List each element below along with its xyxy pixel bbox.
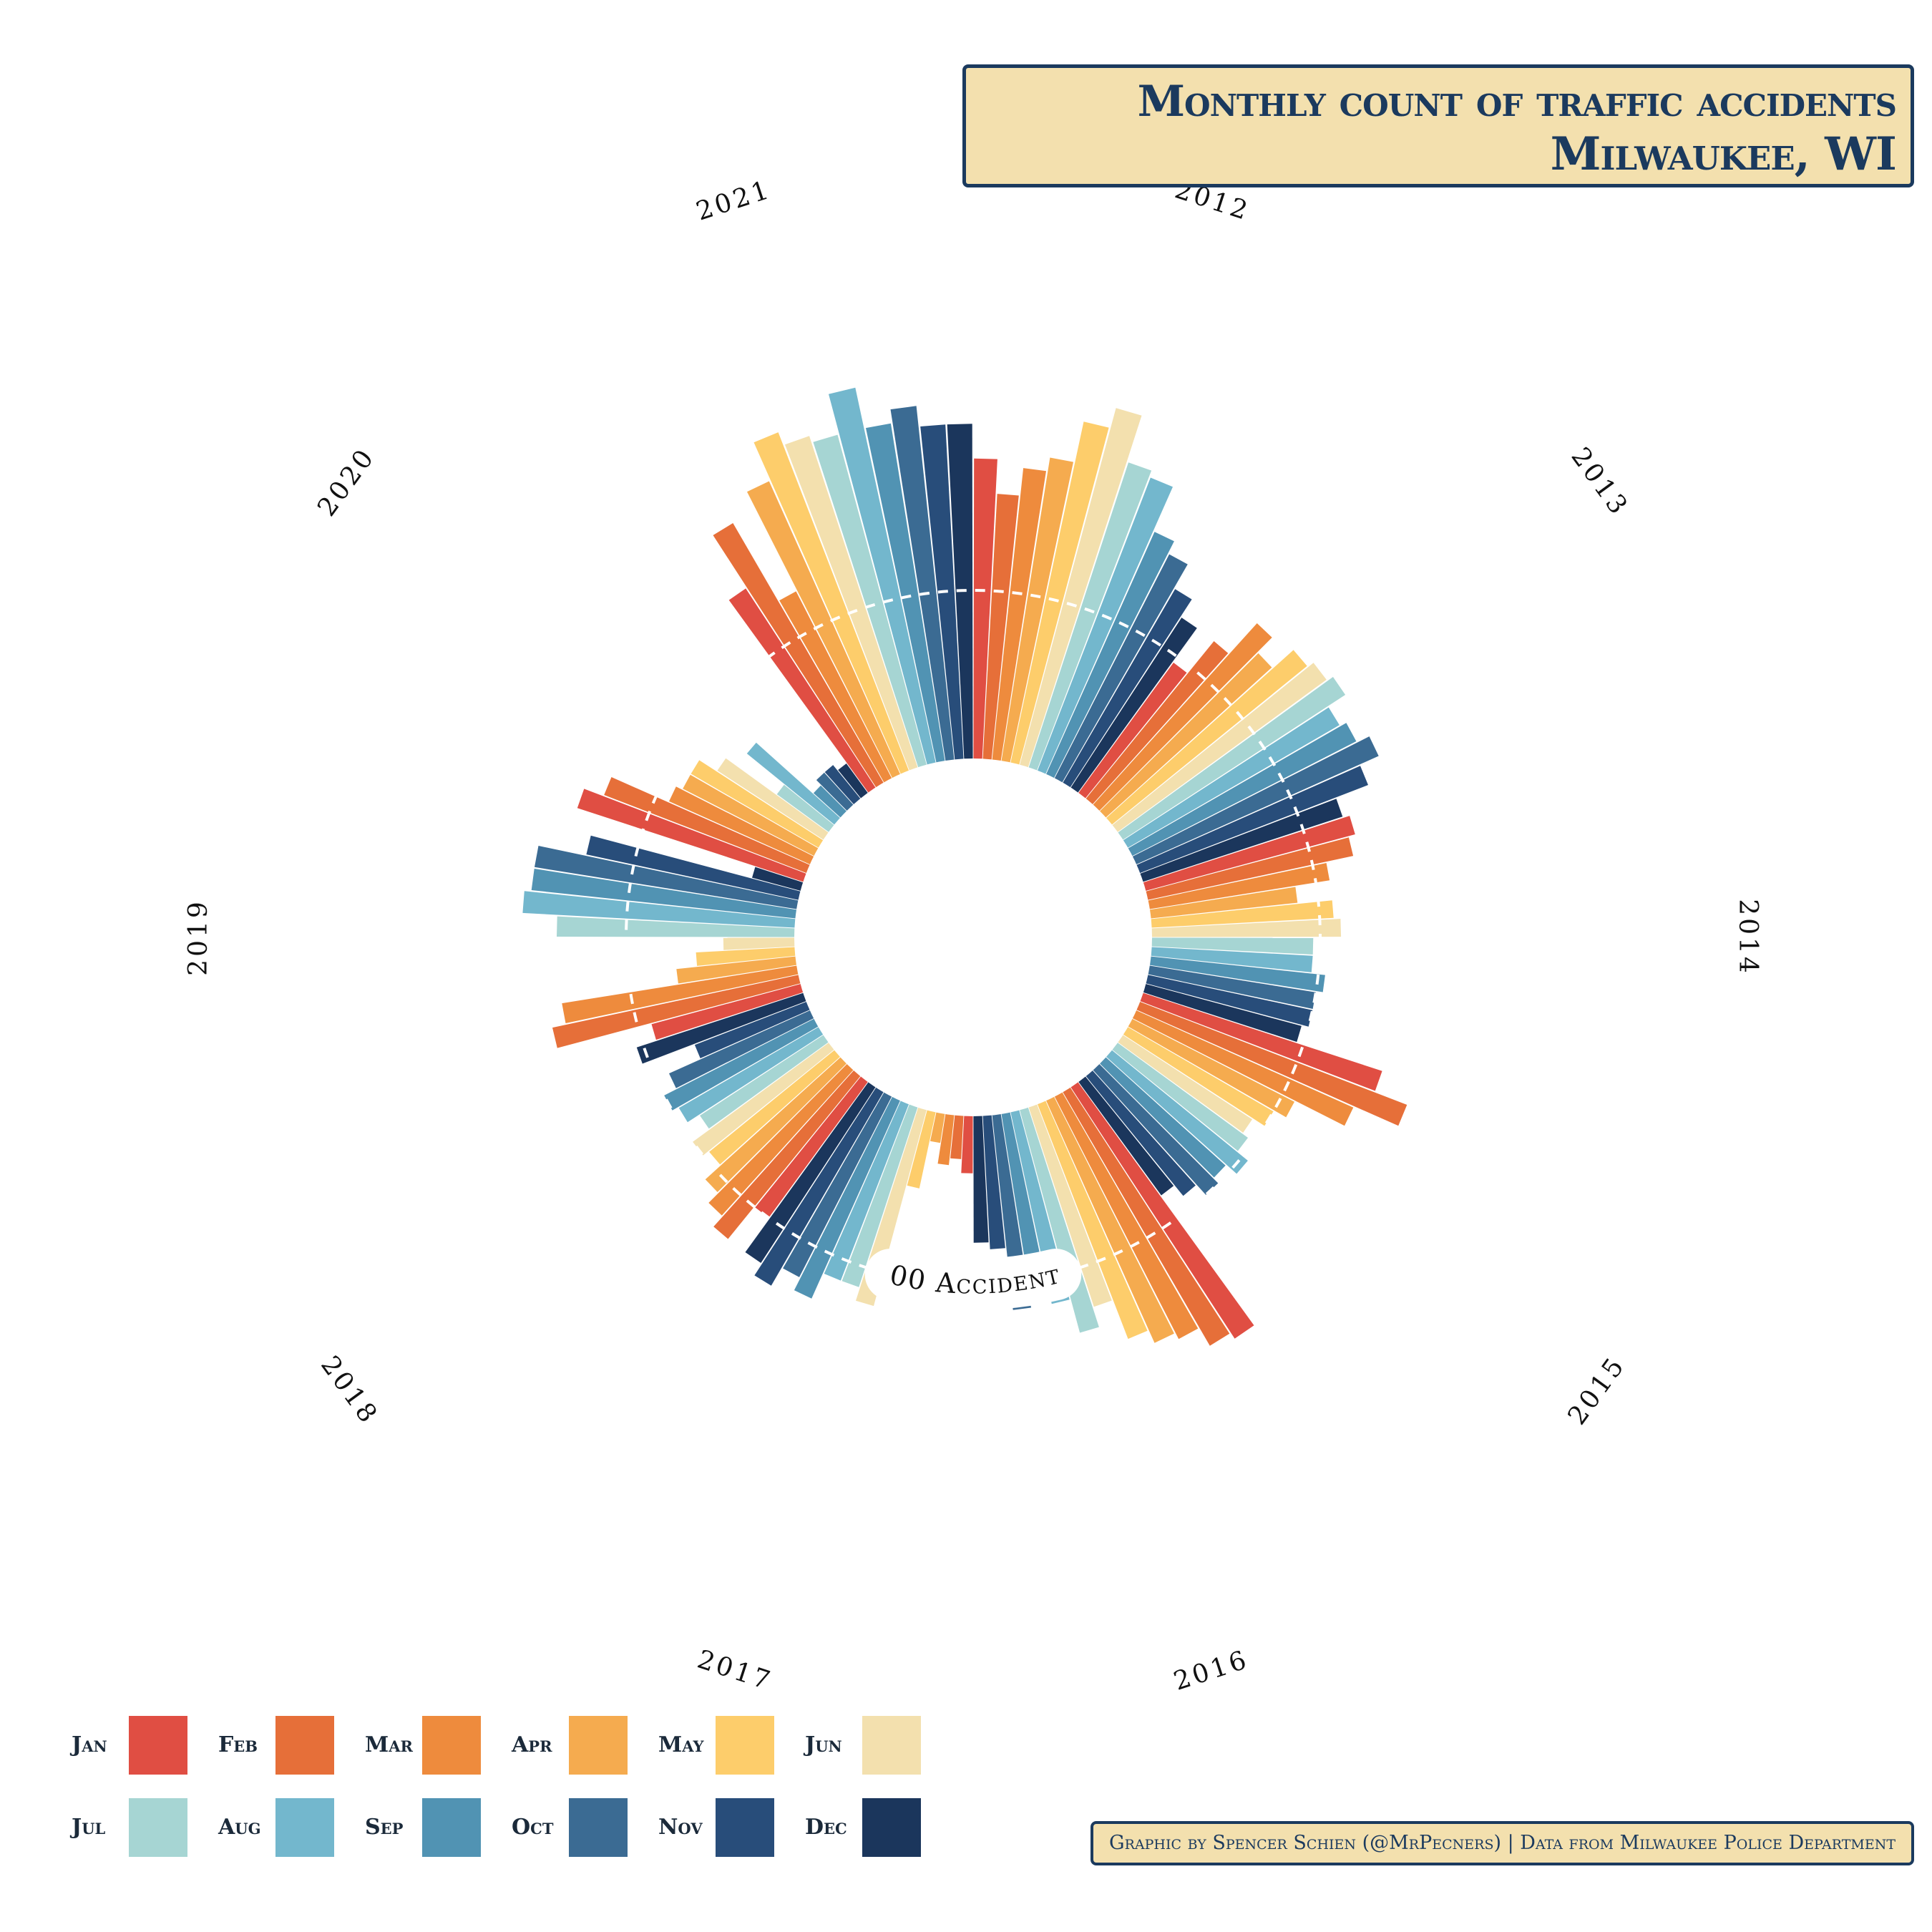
inner-hole [794, 758, 1152, 1116]
legend-swatch-mar [422, 1716, 481, 1775]
legend-swatch-aug [275, 1798, 334, 1857]
legend-swatch-oct [569, 1798, 628, 1857]
legend-label-sep: Sep [365, 1815, 404, 1840]
legend-label-dec: Dec [805, 1815, 847, 1840]
year-label-2013: 2013 [1566, 442, 1634, 522]
year-label-2014: 2014 [1733, 899, 1762, 976]
legend-label-jul: Jul [72, 1815, 106, 1840]
chart-title: Monthly count of traffic accidents [1137, 77, 1897, 127]
legend-label-feb: Feb [218, 1732, 258, 1757]
legend-label-may: May [658, 1732, 704, 1757]
credit-text: Graphic by Spencer Schien (@MrPecners) |… [1109, 1832, 1896, 1854]
legend-label-nov: Nov [658, 1815, 703, 1840]
year-label-2017: 2017 [694, 1645, 776, 1697]
legend-swatch-nov [716, 1798, 774, 1857]
chart-subtitle: Milwaukee, WI [1550, 127, 1897, 181]
legend-label-apr: Apr [512, 1732, 552, 1757]
year-label-2015: 2015 [1562, 1351, 1631, 1430]
reference-label-background [864, 1249, 1082, 1310]
legend-label-aug: Aug [218, 1815, 261, 1840]
legend-swatch-jun [862, 1716, 921, 1775]
credit-box: Graphic by Spencer Schien (@MrPecners) |… [1091, 1821, 1914, 1865]
legend-label-oct: Oct [512, 1815, 554, 1840]
legend-swatch-feb [275, 1716, 334, 1775]
legend-swatch-sep [422, 1798, 481, 1857]
legend-swatch-may [716, 1716, 774, 1775]
chart-title-box: Monthly count of traffic accidents Milwa… [962, 64, 1914, 187]
year-label-2018: 2018 [315, 1351, 384, 1430]
legend-label-jun: Jun [805, 1732, 842, 1757]
year-label-2016: 2016 [1170, 1645, 1252, 1697]
legend-label-mar: Mar [365, 1732, 413, 1757]
legend-swatch-apr [569, 1716, 628, 1775]
legend-label-jan: Jan [72, 1732, 107, 1757]
year-label-2019: 2019 [184, 899, 213, 976]
legend-swatch-jul [129, 1798, 187, 1857]
year-label-2020: 2020 [312, 442, 381, 522]
year-label-2021: 2021 [693, 175, 775, 226]
legend-swatch-jan [129, 1716, 187, 1775]
legend-swatch-dec [862, 1798, 921, 1857]
